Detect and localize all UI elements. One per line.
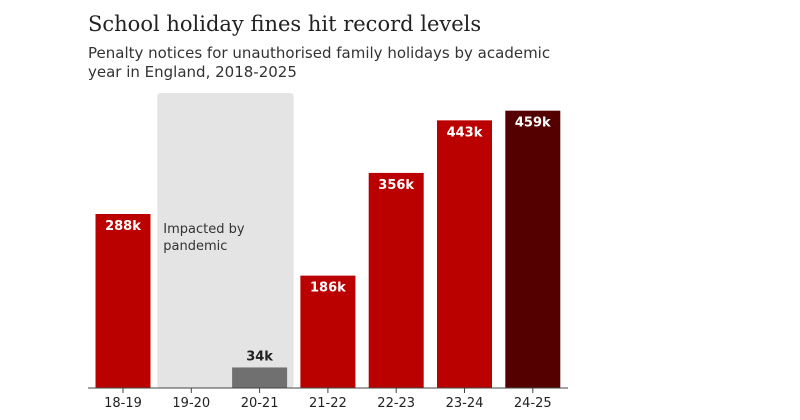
pandemic-band [157, 93, 294, 388]
annotation-text: pandemic [163, 239, 227, 254]
data-label-24-25: 459k [515, 116, 551, 131]
x-tick-label-22-23: 22-23 [377, 396, 415, 411]
data-label-22-23: 356k [378, 178, 414, 193]
data-label-20-21: 34k [246, 349, 273, 364]
annotation-text: Impacted by [163, 222, 245, 237]
data-label-23-24: 443k [447, 125, 483, 140]
bar-22-23 [368, 172, 424, 388]
bar-18-19 [95, 214, 151, 388]
data-label-21-22: 186k [310, 281, 346, 296]
x-tick-label-19-20: 19-20 [172, 396, 210, 411]
bar-21-22 [300, 275, 356, 388]
chart-title: School holiday fines hit record levels [88, 12, 482, 36]
data-label-18-19: 288k [105, 219, 141, 234]
bar-23-24 [437, 120, 492, 389]
x-tick-label-21-22: 21-22 [309, 396, 347, 411]
x-tick-label-23-24: 23-24 [446, 396, 484, 411]
x-tick-label-20-21: 20-21 [241, 396, 279, 411]
chart-subtitle: Penalty notices for unauthorised family … [88, 44, 551, 81]
bar-20-21 [232, 367, 288, 388]
x-tick-label-18-19: 18-19 [104, 396, 142, 411]
bar-24-25 [505, 110, 561, 388]
x-tick-label-24-25: 24-25 [514, 396, 552, 411]
